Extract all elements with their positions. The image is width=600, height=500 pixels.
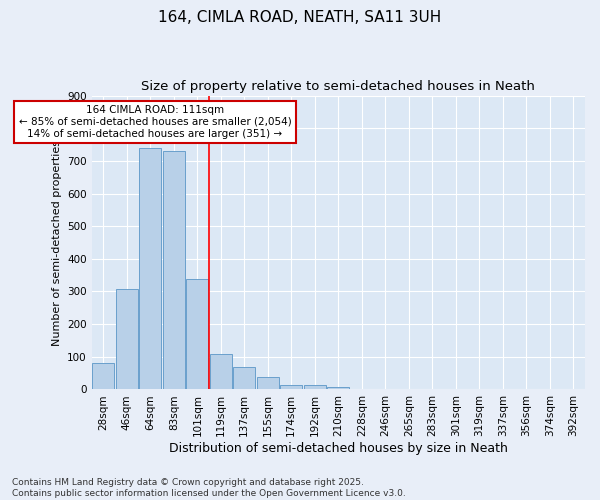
Text: Contains HM Land Registry data © Crown copyright and database right 2025.
Contai: Contains HM Land Registry data © Crown c… [12, 478, 406, 498]
Bar [163, 151, 185, 390]
Text: 164, CIMLA ROAD, NEATH, SA11 3UH: 164, CIMLA ROAD, NEATH, SA11 3UH [158, 10, 442, 25]
X-axis label: Distribution of semi-detached houses by size in Neath: Distribution of semi-detached houses by … [169, 442, 508, 455]
Y-axis label: Number of semi-detached properties: Number of semi-detached properties [52, 140, 62, 346]
Bar [233, 368, 256, 390]
Bar [209, 354, 232, 390]
Bar [186, 279, 208, 390]
Bar [280, 384, 302, 390]
Bar [116, 289, 138, 390]
Bar [139, 148, 161, 390]
Text: 164 CIMLA ROAD: 111sqm
← 85% of semi-detached houses are smaller (2,054)
14% of : 164 CIMLA ROAD: 111sqm ← 85% of semi-det… [19, 106, 292, 138]
Bar [257, 377, 279, 390]
Bar [327, 387, 349, 390]
Bar [92, 364, 115, 390]
Title: Size of property relative to semi-detached houses in Neath: Size of property relative to semi-detach… [142, 80, 535, 93]
Bar [304, 385, 326, 390]
